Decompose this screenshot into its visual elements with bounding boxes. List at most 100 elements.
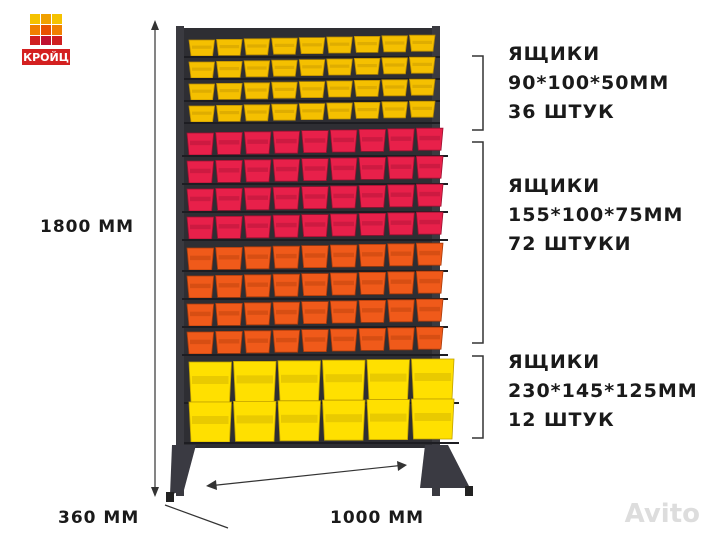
bin — [272, 130, 301, 154]
bin-lip — [333, 137, 354, 143]
bin — [415, 183, 444, 207]
height-label: 1800 ММ — [40, 217, 134, 237]
bin-lip — [412, 62, 432, 66]
bin — [387, 243, 415, 267]
depth-line — [164, 504, 229, 529]
bin-lip — [274, 43, 295, 47]
shelf — [182, 211, 448, 213]
bin-lip — [247, 310, 268, 315]
bin-lip — [384, 107, 405, 111]
bracket — [472, 55, 484, 131]
group-label: 90*100*50ММ — [508, 72, 669, 94]
bin — [216, 61, 243, 78]
group-label: 230*145*125ММ — [508, 380, 698, 402]
bin — [215, 132, 243, 155]
bin — [301, 158, 329, 181]
shelf — [184, 442, 459, 444]
bin-lip — [302, 87, 322, 91]
bin — [243, 274, 272, 298]
bin — [272, 186, 301, 210]
width-line — [207, 464, 406, 487]
bin-lip — [333, 308, 354, 314]
bin-lip — [419, 163, 440, 169]
bin — [415, 298, 444, 322]
logo-square — [41, 25, 51, 35]
bin — [243, 82, 271, 100]
bin — [272, 245, 301, 269]
foot-cap — [465, 486, 473, 496]
bin — [329, 157, 358, 181]
bin-lip — [247, 195, 268, 200]
bin — [329, 185, 358, 209]
bin — [215, 303, 243, 326]
bin-lip — [419, 278, 440, 284]
bin — [329, 328, 358, 352]
shelf — [182, 155, 448, 157]
bin-lip — [190, 339, 211, 345]
bin — [408, 100, 436, 118]
bin — [243, 215, 272, 239]
bin — [387, 299, 415, 323]
bin — [215, 160, 243, 183]
bin — [271, 103, 298, 121]
shelf — [182, 270, 448, 272]
bin-lip — [236, 375, 273, 384]
bin-lip — [276, 337, 297, 343]
bin — [243, 246, 272, 270]
bin — [387, 156, 415, 180]
bin-lip — [247, 88, 267, 92]
bin-lip — [412, 84, 432, 88]
logo-square — [52, 25, 62, 35]
bin — [301, 301, 329, 324]
bin-lip — [329, 86, 350, 90]
bin — [387, 184, 415, 208]
bin-lip — [362, 280, 383, 285]
bin-lip — [192, 376, 229, 384]
bin-lip — [276, 222, 297, 228]
bin-lip — [419, 135, 440, 141]
shelf — [184, 78, 440, 80]
bin-lip — [304, 222, 326, 227]
bin — [243, 159, 272, 183]
bin-lip — [304, 138, 326, 143]
bin-lip — [219, 111, 240, 115]
shelf — [182, 298, 448, 300]
group-labels: ЯЩИКИ 90*100*50ММ 36 ШТУК ЯЩИКИ 155*100*75ММ… — [508, 43, 698, 431]
depth-label: 360 ММ — [58, 508, 139, 528]
foot — [420, 445, 470, 488]
bin-lip — [362, 193, 383, 198]
bin-lip — [362, 165, 383, 170]
bin — [301, 245, 329, 268]
bin-lip — [218, 196, 240, 201]
bin-lip — [190, 140, 211, 146]
bin-lip — [192, 67, 212, 71]
bin-lip — [190, 168, 211, 174]
bin — [353, 58, 381, 75]
bin — [277, 400, 321, 442]
bin-lip — [329, 42, 350, 46]
rack — [166, 26, 473, 502]
bin — [358, 157, 387, 180]
bin-lip — [304, 309, 326, 314]
bin-lip — [384, 85, 405, 89]
bin-lip — [192, 45, 212, 49]
bin — [358, 328, 387, 351]
bin — [243, 131, 272, 155]
bin-lip — [390, 220, 412, 225]
bin — [366, 399, 410, 440]
bin — [243, 187, 272, 211]
bin-lip — [276, 281, 297, 287]
bin-lip — [304, 194, 326, 199]
bin-lip — [357, 108, 377, 112]
bin — [415, 155, 444, 179]
bin-lip — [247, 44, 267, 48]
bin — [329, 300, 358, 324]
upright — [176, 26, 184, 496]
bin — [329, 129, 358, 153]
bin — [215, 216, 243, 239]
bin-lip — [247, 167, 268, 172]
bin-lip — [218, 339, 240, 344]
bin — [298, 103, 326, 120]
logo-square — [30, 14, 40, 24]
